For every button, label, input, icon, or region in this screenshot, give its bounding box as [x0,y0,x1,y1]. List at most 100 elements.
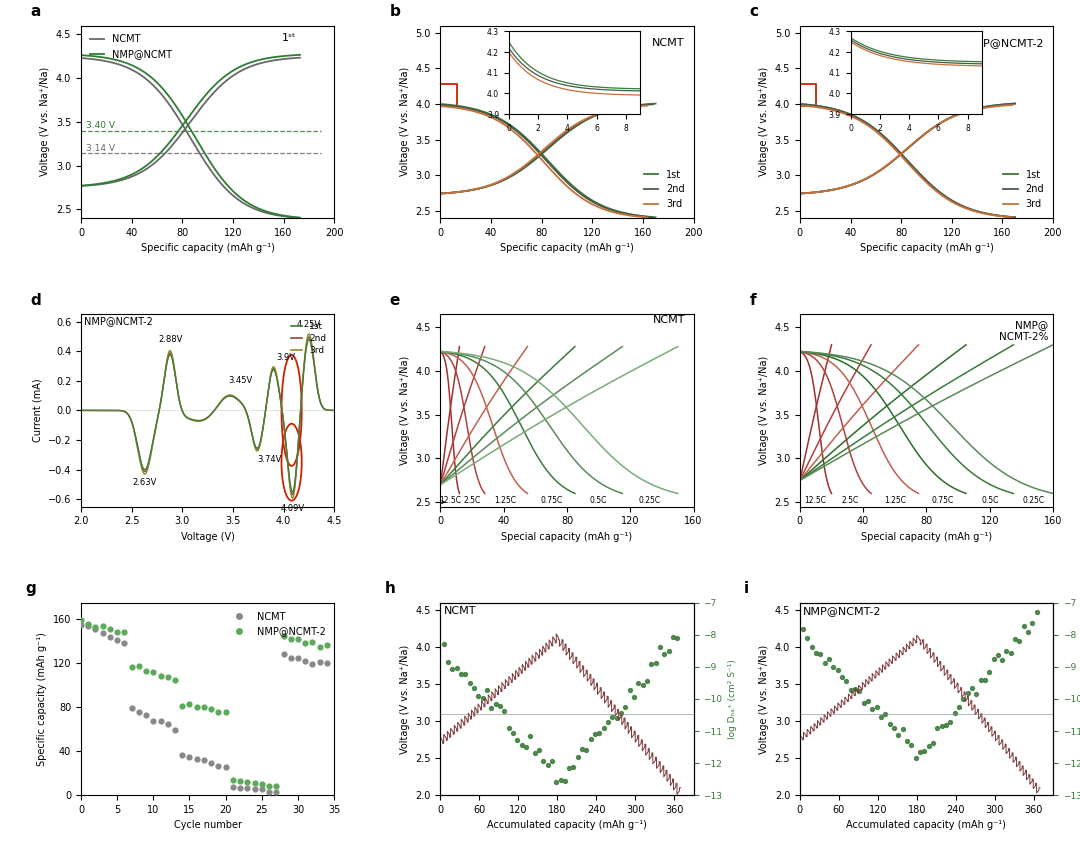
Text: a: a [30,4,41,19]
Legend: NCMT, NMP@NCMT: NCMT, NMP@NCMT [86,31,176,63]
Text: 3.74V: 3.74V [257,455,282,463]
Point [152,714,170,728]
Point [933,720,950,734]
Point [578,743,595,757]
Legend: 1st, 2nd, 3rd: 1st, 2nd, 3rd [640,166,689,213]
Point [1015,619,1032,633]
Point [470,689,487,703]
Point [260,785,278,799]
Point [180,698,198,711]
Point [152,669,170,682]
Point [795,622,812,636]
Point [102,622,119,636]
Point [478,683,496,697]
Point [253,782,270,796]
Point [225,781,242,794]
Text: 2.63V: 2.63V [133,479,157,487]
Text: 4.09V: 4.09V [281,504,305,513]
Point [1024,616,1041,629]
Point [808,646,825,660]
Point [159,717,176,731]
Point [1020,625,1037,639]
Point [873,711,890,724]
Point [864,702,881,716]
Text: 12.5C: 12.5C [438,496,461,504]
Point [268,785,285,799]
Point [851,685,868,699]
Point [981,664,998,678]
Point [1011,634,1028,648]
Point [955,693,972,706]
Point [509,734,526,747]
Point [608,711,625,724]
Point [246,776,264,790]
Point [1007,632,1024,646]
Point [102,630,119,644]
Point [816,657,834,670]
Point [188,752,205,766]
Text: 1.25C: 1.25C [495,496,516,504]
Point [838,674,855,687]
Point [621,683,638,697]
Point [108,634,125,647]
Point [561,761,578,775]
Point [920,739,937,752]
Point [319,638,336,652]
Point [976,674,994,687]
Point [526,746,543,760]
Point [440,655,457,669]
Point [924,736,942,750]
Bar [800,84,816,106]
Point [829,663,847,676]
Point [942,716,959,729]
Y-axis label: log Dₙₐ⁺ (cm² S⁻¹): log Dₙₐ⁺ (cm² S⁻¹) [728,659,737,739]
Point [239,781,256,795]
Text: b: b [390,4,401,19]
Point [804,640,821,654]
Legend: 1st, 2nd, 3rd: 1st, 2nd, 3rd [999,166,1048,213]
Point [231,774,248,787]
Point [166,723,184,737]
Point [513,739,530,752]
Point [842,683,860,697]
Point [937,717,955,731]
Point [496,705,513,718]
Point [599,716,617,729]
Point [877,707,894,721]
Point [500,721,517,734]
Point [894,722,912,736]
X-axis label: Specific capacity (mAh g⁻¹): Specific capacity (mAh g⁻¹) [500,244,634,253]
Text: c: c [750,4,758,19]
Point [86,620,104,634]
Y-axis label: Current (mA): Current (mA) [32,379,42,442]
Text: g: g [25,581,36,596]
Point [444,662,461,675]
Point [903,739,920,752]
Point [591,726,608,740]
Point [174,748,191,762]
Point [303,657,321,670]
Point [656,647,673,661]
Point [569,750,586,764]
Text: e: e [390,292,401,308]
Text: 0.5C: 0.5C [590,496,607,504]
Point [548,775,565,788]
X-axis label: Special capacity (mAh g⁻¹): Special capacity (mAh g⁻¹) [501,532,633,542]
Point [282,652,299,665]
Point [989,649,1007,663]
Y-axis label: Voltage (V vs. Na⁺/Na): Voltage (V vs. Na⁺/Na) [759,68,769,176]
Legend: NCMT, NMP@NCMT-2: NCMT, NMP@NCMT-2 [226,608,329,640]
Point [643,657,660,671]
Point [522,729,539,743]
Point [188,700,205,714]
Point [630,676,647,690]
Point [239,775,256,789]
Point [916,745,933,758]
Point [491,699,509,712]
Point [116,626,133,640]
Point [886,722,903,735]
Point [664,630,681,644]
Point [274,647,292,661]
Point [595,721,612,734]
Point [647,656,664,669]
